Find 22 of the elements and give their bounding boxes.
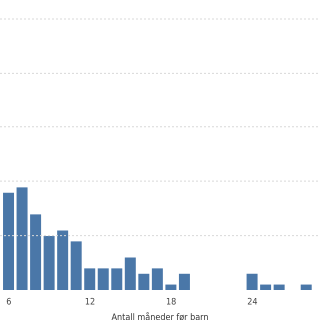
x-tick-label: 6 [6, 297, 12, 308]
bar [274, 284, 285, 290]
x-tick-label: 24 [247, 297, 258, 308]
bar [138, 274, 150, 290]
bar [16, 187, 28, 290]
bar [44, 236, 55, 290]
bar [152, 268, 163, 290]
x-tick-label: 12 [84, 297, 96, 308]
bar [57, 230, 68, 290]
bar [111, 268, 122, 290]
bar [165, 284, 176, 290]
bar [98, 268, 109, 290]
bar [3, 192, 14, 290]
bar [246, 274, 258, 290]
bar [70, 241, 82, 290]
bar [84, 268, 96, 290]
bar [178, 274, 190, 290]
bar [30, 214, 42, 290]
bar [124, 258, 136, 290]
bar [260, 284, 272, 290]
bar [300, 284, 312, 290]
x-tick-label: 18 [166, 297, 176, 308]
